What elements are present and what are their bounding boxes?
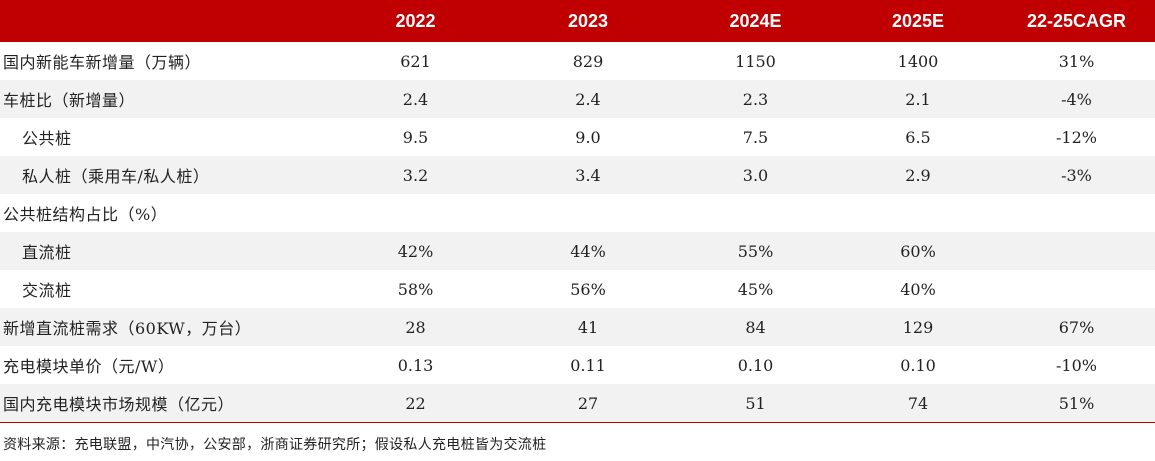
table-cell: 40% bbox=[900, 279, 936, 299]
table-cell: 6.5 bbox=[905, 127, 931, 147]
table-cell: 2.1 bbox=[838, 80, 998, 118]
table-cell bbox=[998, 270, 1155, 308]
table-cell: 2.3 bbox=[673, 80, 838, 118]
table-row: 私人桩（乘用车/私人桩） 3.2 3.4 3.0 2.9 -3% bbox=[0, 156, 1155, 194]
table-cell: 0.13 bbox=[397, 355, 434, 375]
table-cell bbox=[838, 194, 998, 232]
row-label: 车桩比（新增量） bbox=[0, 80, 328, 118]
table-cell: 0.10 bbox=[900, 355, 936, 375]
table-cell bbox=[673, 194, 838, 232]
table-cell: 60% bbox=[838, 232, 998, 270]
source-note: 资料来源：充电联盟，中汽协，公安部，浙商证券研究所；假设私人充电桩皆为交流桩 bbox=[3, 437, 547, 453]
row-label: 充电模块单价（元/W） bbox=[3, 357, 175, 376]
table-cell: 74 bbox=[838, 384, 998, 423]
table-cell bbox=[503, 194, 673, 232]
table-cell: 2.9 bbox=[838, 156, 998, 194]
row-label: 新增直流桩需求（60KW，万台） bbox=[0, 308, 328, 346]
header-cell-2024e: 2024E bbox=[673, 0, 838, 42]
table-cell: 3.4 bbox=[503, 156, 673, 194]
table-cell: 129 bbox=[838, 308, 998, 346]
header-cell-cagr: 22-25CAGR bbox=[998, 0, 1155, 42]
table-cell: 1400 bbox=[897, 51, 939, 71]
table-cell: 9.0 bbox=[575, 127, 601, 147]
row-label: 国内新能车新增量（万辆） bbox=[3, 53, 202, 72]
table-cell: 0.11 bbox=[570, 355, 606, 375]
table-cell: -12% bbox=[1056, 127, 1097, 147]
table-cell: 3.2 bbox=[328, 156, 503, 194]
table-cell: 44% bbox=[503, 232, 673, 270]
table-cell: 45% bbox=[737, 279, 774, 299]
table-row: 充电模块单价（元/W） 0.13 0.11 0.10 0.10 -10% bbox=[0, 346, 1155, 384]
table-cell: -4% bbox=[998, 80, 1155, 118]
table-cell: 9.5 bbox=[402, 127, 429, 147]
table-cell: 51 bbox=[673, 384, 838, 423]
table-row: 国内新能车新增量（万辆） 621 829 1150 1400 31% bbox=[0, 42, 1155, 80]
table-cell: 22 bbox=[328, 384, 503, 423]
header-cell-2025e: 2025E bbox=[838, 0, 998, 42]
table-cell: 31% bbox=[1058, 51, 1095, 71]
table-cell: 1150 bbox=[735, 51, 776, 71]
table-cell: 3.0 bbox=[673, 156, 838, 194]
table-cell: 7.5 bbox=[742, 127, 769, 147]
table-cell: 829 bbox=[572, 51, 604, 71]
table-cell: 51% bbox=[998, 384, 1155, 423]
table-cell: 27 bbox=[503, 384, 673, 423]
table-row: 公共桩 9.5 9.0 7.5 6.5 -12% bbox=[0, 118, 1155, 156]
header-cell-2022: 2022 bbox=[328, 0, 503, 42]
table-cell: 55% bbox=[673, 232, 838, 270]
header-cell-label bbox=[0, 0, 328, 42]
table-row: 国内充电模块市场规模（亿元） 22 27 51 74 51% bbox=[0, 384, 1155, 423]
table-cell: 0.10 bbox=[737, 355, 774, 375]
table-cell: 58% bbox=[397, 279, 434, 299]
table-cell: 56% bbox=[570, 279, 606, 299]
row-label: 私人桩（乘用车/私人桩） bbox=[0, 156, 328, 194]
table-cell bbox=[998, 194, 1155, 232]
header-cell-2023: 2023 bbox=[503, 0, 673, 42]
row-label: 公共桩结构占比（%） bbox=[3, 205, 168, 224]
row-label: 交流桩 bbox=[22, 281, 72, 300]
table-row: 公共桩结构占比（%） bbox=[0, 194, 1155, 232]
table-header-row: 2022 2023 2024E 2025E 22-25CAGR bbox=[0, 0, 1155, 42]
table-row: 车桩比（新增量） 2.4 2.4 2.3 2.1 -4% bbox=[0, 80, 1155, 118]
table-cell: 2.4 bbox=[503, 80, 673, 118]
table-cell: 84 bbox=[673, 308, 838, 346]
row-label: 公共桩 bbox=[22, 129, 72, 148]
row-label: 国内充电模块市场规模（亿元） bbox=[0, 384, 328, 423]
table-cell: 28 bbox=[328, 308, 503, 346]
table-cell: 41 bbox=[503, 308, 673, 346]
table-cell: 42% bbox=[328, 232, 503, 270]
table-row: 新增直流桩需求（60KW，万台） 28 41 84 129 67% bbox=[0, 308, 1155, 346]
table-cell: -3% bbox=[998, 156, 1155, 194]
table-cell: 67% bbox=[998, 308, 1155, 346]
row-label: 直流桩 bbox=[0, 232, 328, 270]
forecast-table: 2022 2023 2024E 2025E 22-25CAGR 国内新能车新增量… bbox=[0, 0, 1155, 423]
table-cell: -10% bbox=[1056, 355, 1097, 375]
table-row: 直流桩 42% 44% 55% 60% bbox=[0, 232, 1155, 270]
table-row: 交流桩 58% 56% 45% 40% bbox=[0, 270, 1155, 308]
table-cell: 621 bbox=[400, 51, 431, 71]
table-cell: 2.4 bbox=[328, 80, 503, 118]
table-cell bbox=[328, 194, 503, 232]
table-cell bbox=[998, 232, 1155, 270]
